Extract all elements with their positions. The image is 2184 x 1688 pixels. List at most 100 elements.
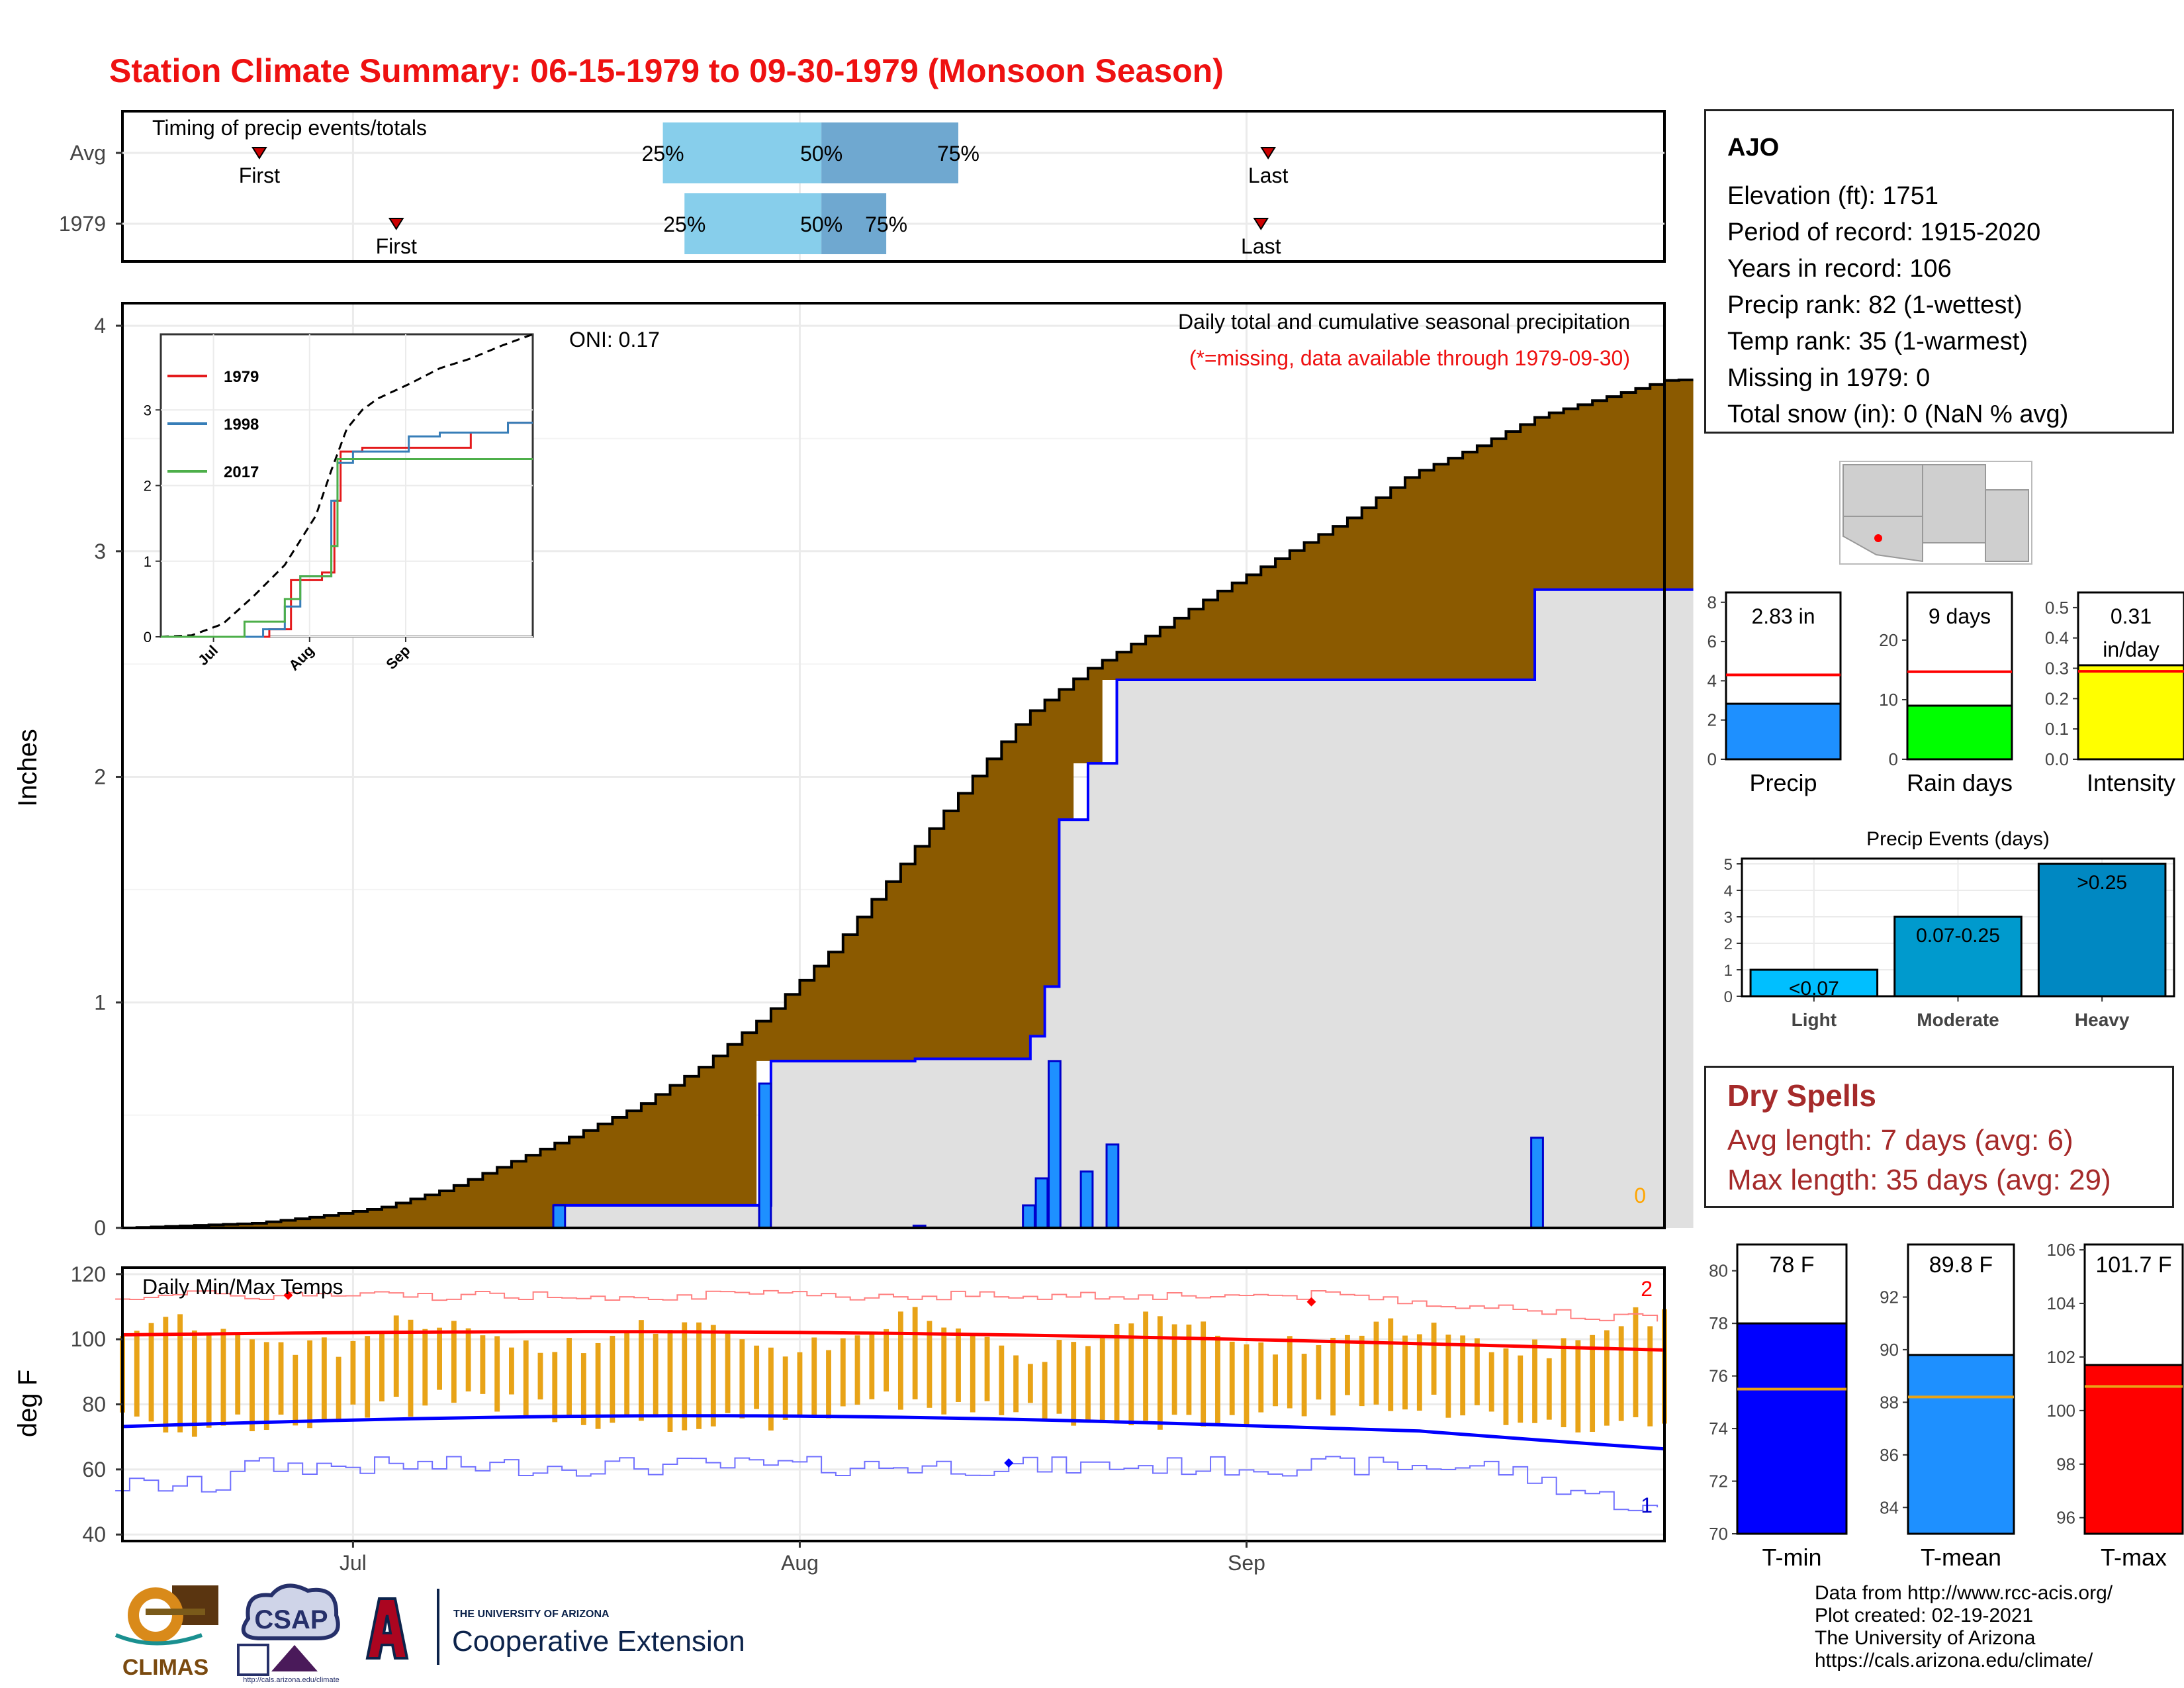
month-tick-label: Jul bbox=[340, 1551, 367, 1575]
summary-y-tick-label: 72 bbox=[1709, 1472, 1728, 1491]
temp-daily-bar bbox=[782, 1356, 788, 1420]
timing-label: Timing of precip events/totals bbox=[152, 116, 427, 140]
timing-row-avg-label: Avg bbox=[69, 141, 106, 165]
temp-daily-bar bbox=[1258, 1342, 1264, 1413]
temp-daily-bar bbox=[595, 1342, 601, 1429]
temp-y-tick-label: 60 bbox=[82, 1458, 106, 1481]
timing-first-label: First bbox=[376, 234, 417, 258]
temp-daily-bar bbox=[1128, 1323, 1134, 1426]
temp-summary-bars: 70 72 74 76 78 80 78 F T-min 84 86 88 90 92 89.8 F T-m… bbox=[1709, 1240, 2184, 1571]
temp-daily-bar bbox=[552, 1352, 558, 1423]
events-bar bbox=[2037, 863, 2167, 998]
temp-daily-bar bbox=[1488, 1352, 1494, 1412]
temp-daily-bar bbox=[1431, 1323, 1437, 1395]
temp-daily-bar bbox=[494, 1336, 500, 1412]
temp-daily-bar bbox=[797, 1352, 803, 1416]
temp-daily-bar bbox=[365, 1336, 371, 1418]
temp-daily-bar bbox=[1013, 1355, 1019, 1413]
summary-y-tick-label: 0 bbox=[1889, 749, 1898, 769]
temp-panel: 40 60 80 100 120 deg F Daily Min/Max Temps 2… bbox=[13, 1262, 1667, 1575]
temp-plot bbox=[115, 1289, 1667, 1511]
temp-daily-bar bbox=[1460, 1335, 1466, 1416]
precip-desc-line2: (*=missing, data available through 1979-… bbox=[1189, 346, 1630, 370]
summary-y-tick-label: 96 bbox=[2056, 1508, 2075, 1528]
events-x-tick-label: Moderate bbox=[1917, 1009, 1999, 1030]
temp-daily-bar bbox=[235, 1335, 241, 1415]
credit-plot-created: Plot created: 02-19-2021 bbox=[1815, 1605, 2034, 1626]
temp-daily-bar bbox=[970, 1334, 976, 1413]
temp-daily-bar bbox=[523, 1340, 529, 1419]
summary-y-tick-label: 98 bbox=[2056, 1454, 2075, 1474]
summary-value-label: 0.31 bbox=[2111, 604, 2152, 628]
ua-name: THE UNIVERSITY OF ARIZONA bbox=[453, 1609, 610, 1620]
summary-y-tick-label: 88 bbox=[1880, 1392, 1899, 1412]
temp-avg-max-line bbox=[122, 1330, 1665, 1352]
temp-daily-bar bbox=[206, 1333, 212, 1428]
timing-first-marker bbox=[388, 218, 404, 230]
station-elevation: Elevation (ft): 1751 bbox=[1727, 182, 1938, 210]
temp-daily-bar bbox=[1229, 1341, 1235, 1415]
temp-daily-bar bbox=[1373, 1321, 1379, 1405]
summary-y-tick-label: 10 bbox=[1879, 690, 1898, 710]
temp-daily-bar bbox=[1575, 1340, 1581, 1432]
temp-daily-bar bbox=[1071, 1342, 1077, 1426]
csap-logo: CSAP http://cals.arizona.edu/climate bbox=[232, 1579, 351, 1685]
temp-daily-bar bbox=[1503, 1348, 1509, 1425]
summary-x-label: T-mean bbox=[1921, 1544, 2001, 1571]
timing-bar-q50-q75 bbox=[821, 193, 887, 254]
temp-daily-bar bbox=[307, 1340, 313, 1429]
summary-y-tick-label: 100 bbox=[2047, 1401, 2075, 1421]
temp-daily-bar bbox=[869, 1333, 875, 1399]
summary-x-label: Rain days bbox=[1907, 769, 2013, 796]
temp-daily-bar bbox=[912, 1307, 918, 1399]
summary-y-tick-label: 106 bbox=[2047, 1240, 2075, 1260]
dry-spells-max: Max length: 35 days (avg: 29) bbox=[1727, 1164, 2111, 1196]
timing-last-marker bbox=[1260, 147, 1276, 160]
temp-daily-bar bbox=[1301, 1354, 1307, 1417]
timing-first-label: First bbox=[239, 164, 280, 187]
summary-y-tick-label: 0 bbox=[1707, 749, 1717, 769]
temp-daily-bar bbox=[1633, 1307, 1639, 1417]
summary-y-tick-label: 92 bbox=[1880, 1287, 1899, 1307]
temp-daily-bar bbox=[1402, 1335, 1408, 1410]
inset-y-tick-label: 1 bbox=[144, 553, 152, 570]
temp-daily-bar bbox=[465, 1328, 471, 1392]
summary-y-tick-label: 4 bbox=[1707, 671, 1717, 690]
timing-last-label: Last bbox=[1241, 234, 1281, 258]
oni-label: ONI: 0.17 bbox=[569, 328, 660, 352]
precip-daily-bar bbox=[1530, 1137, 1544, 1229]
summary-value-bar bbox=[1907, 1354, 2015, 1535]
precip-plot bbox=[122, 378, 1694, 1229]
precip-daily-bar bbox=[552, 1204, 567, 1229]
temp-daily-bar bbox=[451, 1321, 457, 1403]
summary-y-tick-label: 84 bbox=[1880, 1497, 1899, 1517]
temp-daily-bar bbox=[437, 1327, 442, 1390]
temp-daily-bar bbox=[1604, 1330, 1610, 1426]
events-y-tick-label: 4 bbox=[1724, 882, 1733, 900]
summary-y-tick-label: 76 bbox=[1709, 1366, 1728, 1386]
precip-daily-bar bbox=[758, 1082, 772, 1229]
inset-legend-label: 1998 bbox=[224, 416, 259, 434]
temp-daily-bar bbox=[624, 1330, 630, 1417]
month-axis: Jul Aug Sep bbox=[340, 1541, 1265, 1575]
temp-daily-bar bbox=[653, 1333, 659, 1416]
timing-bar-q25-q50 bbox=[684, 193, 822, 254]
temp-daily-bar bbox=[537, 1352, 543, 1400]
station-precip-rank: Precip rank: 82 (1-wettest) bbox=[1727, 291, 2023, 319]
summary-y-tick-label: 104 bbox=[2047, 1293, 2075, 1313]
temp-daily-bar bbox=[293, 1354, 298, 1426]
temp-record-max-marker bbox=[1306, 1297, 1316, 1307]
summary-y-tick-label: 86 bbox=[1880, 1445, 1899, 1465]
credits: Data from http://www.rcc-acis.org/ Plot … bbox=[1815, 1582, 2113, 1672]
temp-daily-bar bbox=[163, 1317, 169, 1433]
temp-daily-bar bbox=[1330, 1337, 1336, 1416]
temp-daily-bar bbox=[999, 1345, 1005, 1415]
temp-daily-bar bbox=[567, 1338, 572, 1417]
temp-daily-bar bbox=[1171, 1324, 1177, 1415]
temp-daily-bar bbox=[263, 1342, 269, 1430]
events-y-tick-label: 3 bbox=[1724, 909, 1733, 927]
summary-value-label: 101.7 F bbox=[2095, 1252, 2171, 1278]
summary-y-tick-label: 80 bbox=[1709, 1261, 1728, 1281]
